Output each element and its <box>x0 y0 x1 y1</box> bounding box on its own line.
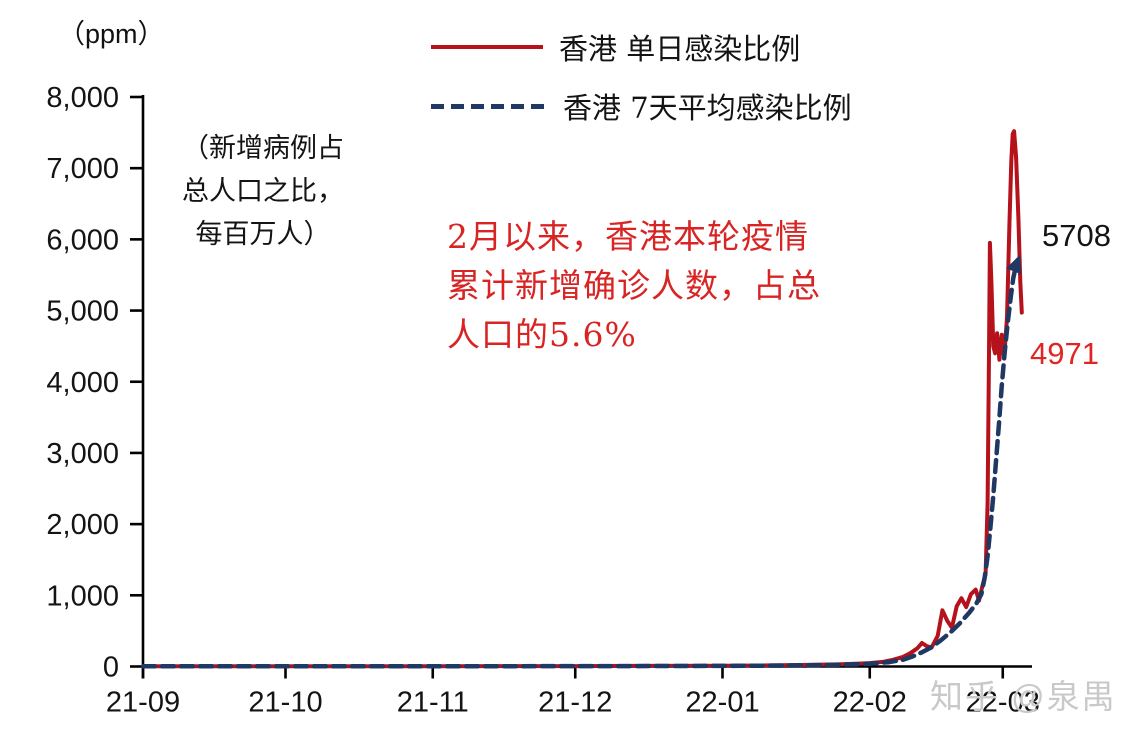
y-tick-label: 5,000 <box>46 296 119 328</box>
axis-note-line-1: （新增病例占 <box>182 133 344 164</box>
legend-item-average: 香港 7天平均感染比例 <box>431 88 852 125</box>
highlight-annotation: 2月以来，香港本轮疫情 累计新增确诊人数，占总 人口的5.6% <box>447 212 821 359</box>
highlight-line-1: 2月以来，香港本轮疫情 <box>447 217 809 256</box>
axis-note-line-2: 总人口之比， <box>182 176 344 207</box>
series-line-daily <box>141 129 1024 669</box>
y-tick-label: 0 <box>103 652 119 684</box>
legend-label-daily: 香港 单日感染比例 <box>559 32 801 66</box>
end-value-label-average: 5708 <box>1042 218 1111 253</box>
legend-swatch-solid-red <box>431 45 543 49</box>
x-tick-label: 22-02 <box>833 687 907 719</box>
end-value-label-daily: 4971 <box>1030 336 1099 371</box>
x-tick-label: 21-11 <box>397 687 469 719</box>
y-tick-label: 6,000 <box>46 224 119 256</box>
y-tick-label: 1,000 <box>46 580 119 612</box>
legend-label-average: 香港 7天平均感染比例 <box>563 91 852 125</box>
x-tick-label: 22-03 <box>966 687 1040 719</box>
y-tick-label: 2,000 <box>46 509 119 541</box>
legend-item-daily: 香港 单日感染比例 <box>431 29 852 66</box>
y-tick-label: 7,000 <box>46 153 119 185</box>
x-tick-label: 21-10 <box>248 687 322 719</box>
series-line-7day-average <box>140 257 1021 669</box>
arrowhead-icon <box>1006 254 1022 275</box>
y-tick-label: 8,000 <box>46 82 119 114</box>
axis-note: （新增病例占 总人口之比， 每百万人） <box>156 127 370 256</box>
x-tick-label: 21-12 <box>538 687 612 719</box>
y-tick-label: 3,000 <box>46 438 119 470</box>
x-tick-label: 21-09 <box>106 687 180 719</box>
y-axis-units-label: （ppm） <box>58 19 165 49</box>
legend: 香港 单日感染比例 香港 7天平均感染比例 <box>431 29 852 125</box>
x-tick-label: 22-01 <box>685 687 759 719</box>
axis-note-line-3: 每百万人） <box>195 219 331 250</box>
legend-swatch-dashed-blue <box>431 103 547 109</box>
highlight-line-3: 人口的5.6% <box>447 315 637 354</box>
highlight-line-2: 累计新增确诊人数，占总 <box>447 266 821 305</box>
watermark: 知乎 @泉禺 <box>930 678 1117 715</box>
y-tick-label: 4,000 <box>46 367 119 399</box>
